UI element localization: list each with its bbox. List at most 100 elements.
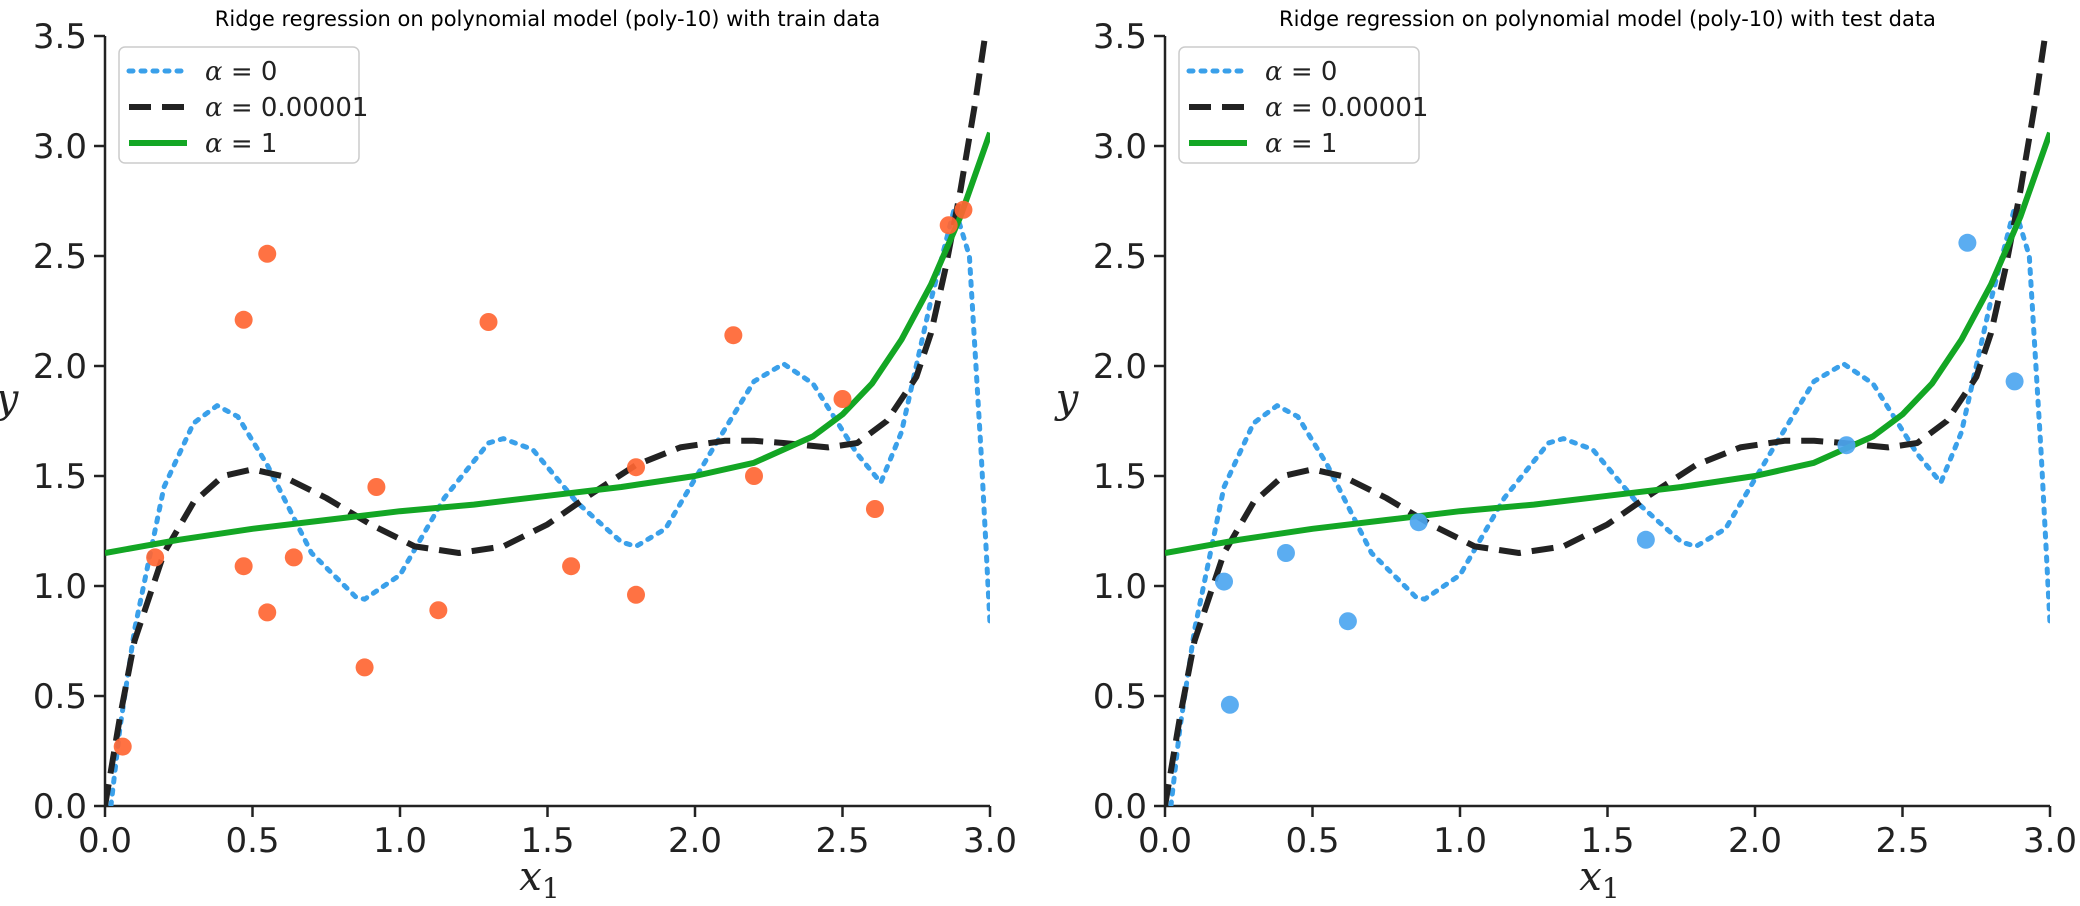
data-point (939, 216, 958, 235)
legend-alpha-value: 0.00001 (1321, 93, 1429, 123)
legend-alpha-symbol: α (1265, 129, 1283, 159)
series-line-dotted (1168, 205, 2050, 806)
y-tick-label: 2.5 (1093, 237, 1147, 277)
y-tick-label: 0.5 (33, 677, 87, 717)
series-line-solid (1165, 131, 2050, 556)
x-tick-label: 3.0 (2023, 821, 2077, 861)
data-point (367, 478, 386, 496)
legend-alpha-value: 1 (1321, 129, 1338, 159)
x-tick-label: 0.0 (1138, 821, 1192, 861)
x-tick-label: 0.5 (225, 821, 279, 861)
legend-entry-label: α = 0 (205, 57, 277, 87)
data-points (1215, 233, 2024, 714)
data-point (833, 390, 852, 408)
y-tick-label: 2.0 (1093, 347, 1147, 387)
data-point (562, 557, 581, 576)
y-tick-label: 0.5 (1093, 677, 1147, 717)
data-point (1409, 513, 1428, 532)
y-tick-label: 0.0 (33, 787, 87, 827)
series-lines (1165, 34, 2050, 806)
series-line-dotted (108, 205, 990, 806)
data-point (627, 585, 645, 604)
y-tick-label: 3.5 (33, 17, 87, 57)
data-point (113, 737, 132, 756)
x-axis-label: x1 (519, 854, 559, 905)
data-point (1958, 233, 1977, 252)
x-tick-label: 1.5 (520, 821, 574, 861)
y-axis-label: y (1054, 376, 1080, 422)
legend-alpha-symbol: α (205, 93, 223, 123)
data-point (479, 313, 498, 331)
y-tick-label: 3.5 (1093, 17, 1147, 57)
legend-frame (118, 46, 360, 164)
x-axis-label-subscript: 1 (542, 872, 560, 905)
legend-alpha-value: 0 (1321, 57, 1338, 87)
data-point (1636, 530, 1655, 549)
data-point (1220, 695, 1239, 714)
legend-equals: = (223, 57, 261, 87)
data-point (284, 548, 303, 567)
legend-alpha-symbol: α (205, 57, 223, 87)
data-point (724, 326, 743, 345)
x-tick-label: 1.5 (1580, 821, 1634, 861)
data-point (1276, 544, 1295, 562)
chart-title: Ridge regression on polynomial model (po… (1279, 7, 1936, 31)
data-point (745, 467, 763, 485)
data-point (1338, 612, 1357, 631)
data-point (234, 310, 253, 329)
x-tick-label: 0.5 (1285, 821, 1339, 861)
x-tick-label: 2.5 (1875, 821, 1929, 861)
y-tick-label: 1.5 (33, 457, 87, 497)
legend-equals: = (1283, 93, 1321, 123)
legend-entry-label: α = 1 (1265, 129, 1337, 159)
x-tick-label: 1.0 (373, 821, 427, 861)
y-tick-label: 2.5 (33, 237, 87, 277)
y-tick-label: 2.0 (33, 347, 87, 387)
y-tick-label: 1.0 (1093, 567, 1147, 607)
data-points (113, 200, 973, 756)
data-point (355, 658, 374, 677)
series-line-dashed (1165, 34, 2049, 806)
x-tick-label: 2.0 (1728, 821, 1782, 861)
y-tick-label: 3.0 (1093, 127, 1147, 167)
y-tick-label: 1.0 (33, 567, 87, 607)
data-point (954, 200, 973, 219)
data-point (865, 500, 884, 518)
x-tick-label: 3.0 (963, 821, 1017, 861)
legend-entry-label: α = 0.00001 (1265, 93, 1428, 123)
x-tick-label: 2.0 (668, 821, 722, 861)
legend-entry-label: α = 0.00001 (205, 93, 368, 123)
series-line-solid (105, 131, 990, 556)
x-tick-label: 1.0 (1433, 821, 1487, 861)
legend-equals: = (223, 93, 261, 123)
data-point (234, 557, 253, 576)
legend-alpha-symbol: α (1265, 93, 1283, 123)
legend-equals: = (223, 129, 261, 159)
y-tick-label: 1.5 (1093, 457, 1147, 497)
legend-alpha-value: 0 (261, 57, 278, 87)
legend-entry-label: α = 1 (205, 129, 277, 159)
data-point (1215, 572, 1233, 591)
legend-alpha-value: 0.00001 (261, 93, 369, 123)
x-axis-label-subscript: 1 (1602, 872, 1620, 905)
x-axis-label: x1 (1579, 854, 1619, 905)
legend-alpha-value: 1 (261, 129, 278, 159)
chart-title: Ridge regression on polynomial model (po… (215, 7, 880, 31)
train-data-panel: Ridge regression on polynomial model (po… (0, 7, 1017, 905)
series-lines (105, 34, 990, 806)
legend-alpha-symbol: α (1265, 57, 1283, 87)
legend-alpha-symbol: α (205, 129, 223, 159)
legend-frame (1178, 46, 1420, 164)
y-axis-label: y (0, 376, 20, 422)
legend-entry-label: α = 0 (1265, 57, 1337, 87)
data-point (627, 458, 645, 477)
x-tick-label: 2.5 (815, 821, 869, 861)
data-point (429, 601, 448, 620)
data-point (258, 603, 277, 622)
data-point (146, 548, 165, 567)
x-axis-label-main: x (519, 854, 542, 900)
y-tick-label: 0.0 (1093, 787, 1147, 827)
